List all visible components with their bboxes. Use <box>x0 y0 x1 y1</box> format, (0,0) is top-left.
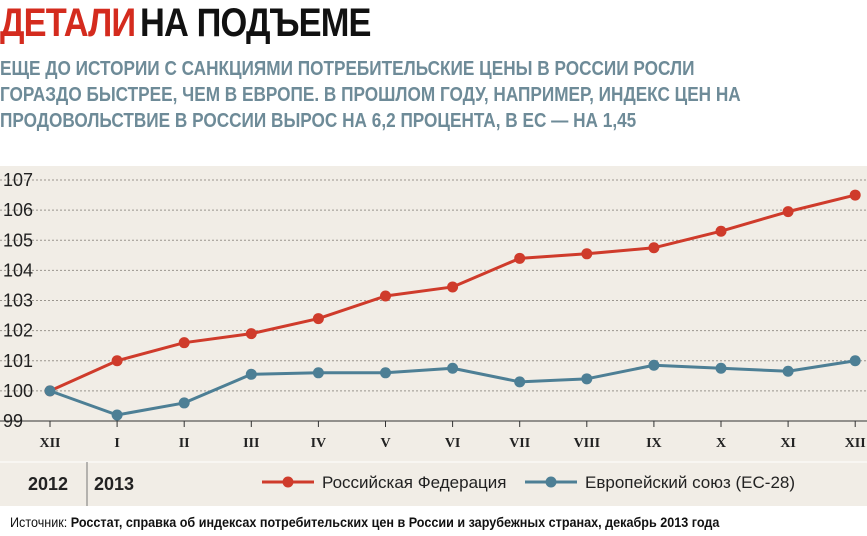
data-point-russia <box>111 355 123 367</box>
data-point-eu <box>178 397 190 409</box>
x-tick-label: VII <box>509 436 530 451</box>
chart-panel <box>0 166 867 506</box>
y-axis: 99 100 101 102 103 104 105 106 107 <box>3 170 33 431</box>
chart-title: ДЕТАЛИ НА ПОДЪЕМЕ <box>0 2 408 44</box>
data-point-eu <box>245 368 257 380</box>
legend-label: Европейский союз (ЕС-28) <box>585 473 795 492</box>
data-point-russia <box>581 248 593 260</box>
data-point-russia <box>782 206 794 218</box>
x-tick-label: VI <box>445 436 461 451</box>
legend-item-russia: Российская Федерация <box>262 473 506 492</box>
y-tick-label: 101 <box>3 351 33 371</box>
year-labels: 2012 2013 <box>0 461 867 506</box>
x-tick-label: VIII <box>574 436 600 451</box>
y-tick-label: 100 <box>3 381 33 401</box>
data-point-russia <box>178 337 190 349</box>
title-rest: НА ПОДЪЕМЕ <box>139 1 372 45</box>
y-tick-label: 102 <box>3 321 33 341</box>
series-line-russia <box>49 193 856 393</box>
source-prefix: Источник: <box>10 514 71 530</box>
data-point-eu <box>782 365 794 377</box>
data-point-eu <box>849 355 861 367</box>
y-tick-label: 106 <box>3 200 33 220</box>
data-point-eu <box>312 367 324 379</box>
y-tick-label: 99 <box>3 411 23 431</box>
x-tick-label: XII <box>39 436 60 451</box>
legend-swatch-dot <box>282 476 294 488</box>
legend-label: Российская Федерация <box>322 473 506 492</box>
data-point-eu <box>447 362 459 374</box>
series-eu <box>44 355 861 421</box>
x-tick-label: X <box>716 436 726 451</box>
data-point-russia <box>447 281 459 293</box>
source-text: Росстат, справка об индексах потребитель… <box>70 514 720 530</box>
y-tick-label: 104 <box>3 260 33 280</box>
grid <box>0 179 867 422</box>
x-tick-label: XII <box>845 436 866 451</box>
legend: Российская Федерация Европейский союз (ЕС… <box>262 473 795 492</box>
data-point-eu <box>715 362 727 374</box>
data-point-eu <box>648 359 660 371</box>
data-point-russia <box>648 242 660 254</box>
title-highlight: ДЕТАЛИ <box>0 1 136 45</box>
x-tick-label: V <box>380 436 390 451</box>
data-point-eu <box>111 409 123 421</box>
data-point-eu <box>380 367 391 379</box>
data-point-russia <box>380 290 391 302</box>
data-point-russia <box>849 189 861 201</box>
x-tick-label: III <box>243 436 259 451</box>
data-point-eu <box>581 373 593 385</box>
data-point-russia <box>715 225 727 237</box>
legend-swatch-dot <box>545 476 557 488</box>
series-group <box>44 189 861 421</box>
data-point-russia <box>312 313 324 325</box>
chart-subtitle: ЕЩЕ ДО ИСТОРИИ С САНКЦИЯМИ ПОТРЕБИТЕЛЬСК… <box>0 58 741 132</box>
x-axis: XII I II III IV V VI VII VIII IX X XI XII <box>39 421 866 451</box>
y-tick-label: 103 <box>3 291 33 311</box>
y-tick-label: 105 <box>3 230 33 250</box>
source-note: Источник: Росстат, справка об индексах п… <box>10 514 719 530</box>
legend-item-eu: Европейский союз (ЕС-28) <box>525 473 795 492</box>
x-tick-label: II <box>179 436 190 451</box>
x-tick-label: I <box>114 436 119 451</box>
x-tick-label: IV <box>311 436 327 451</box>
x-tick-label: XI <box>780 436 796 451</box>
data-point-russia <box>514 252 526 264</box>
data-point-russia <box>245 328 257 340</box>
data-point-eu <box>514 376 526 388</box>
y-tick-label: 107 <box>3 170 33 190</box>
year-label: 2013 <box>94 474 134 494</box>
x-tick-label: IX <box>646 436 662 451</box>
year-label: 2012 <box>28 474 68 494</box>
data-point-eu <box>44 385 56 397</box>
